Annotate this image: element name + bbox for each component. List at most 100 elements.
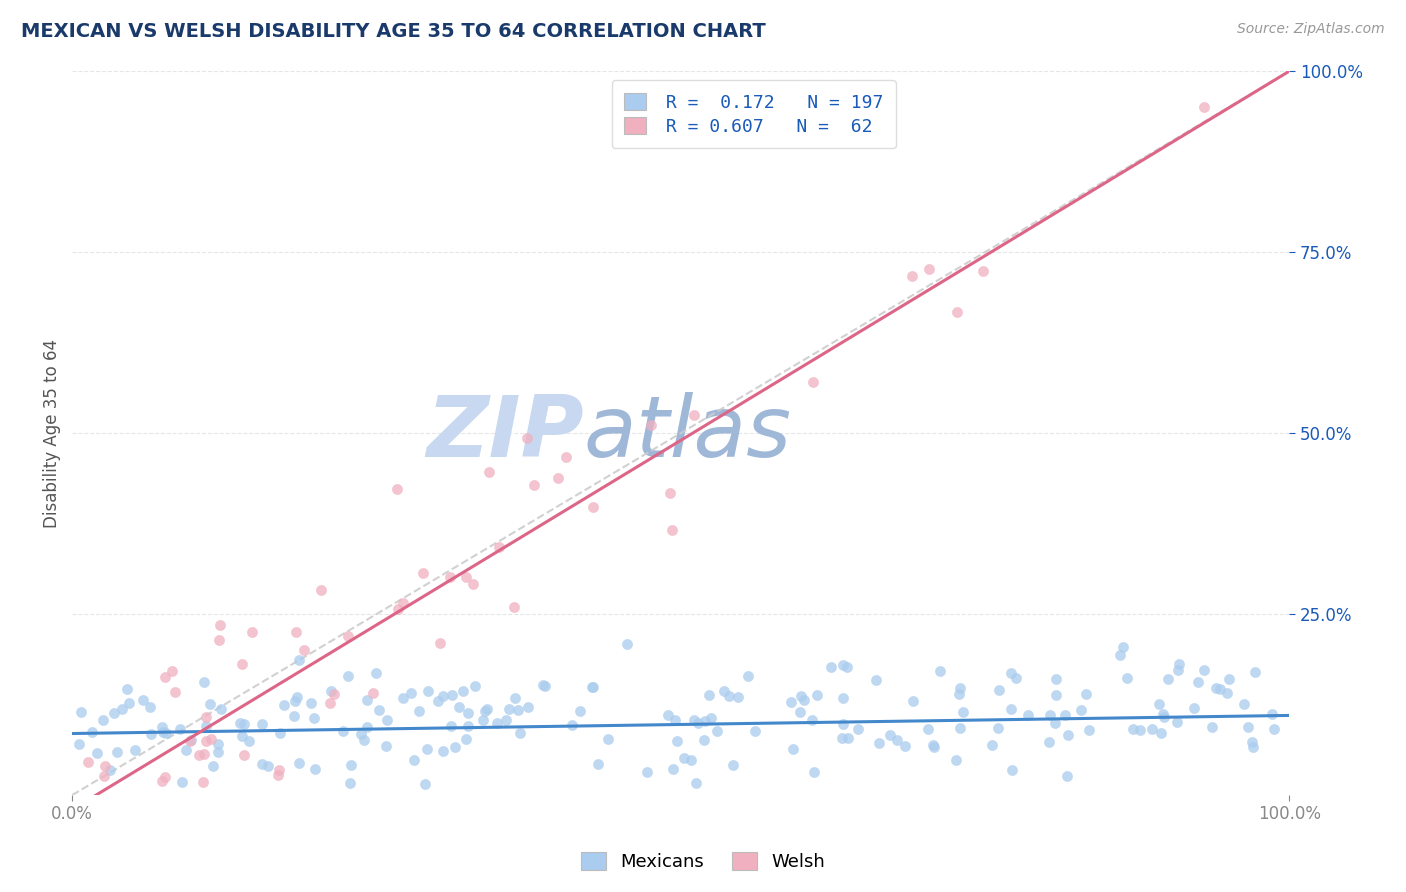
Point bbox=[464, 679, 486, 693]
Point bbox=[195, 719, 218, 733]
Point bbox=[269, 763, 291, 777]
Point bbox=[208, 632, 231, 647]
Point bbox=[356, 693, 378, 707]
Point bbox=[1074, 687, 1097, 701]
Point bbox=[150, 720, 173, 734]
Text: ZIP: ZIP bbox=[426, 392, 583, 475]
Point bbox=[488, 540, 510, 554]
Point bbox=[509, 726, 531, 740]
Point bbox=[69, 705, 91, 719]
Point bbox=[988, 683, 1011, 698]
Point bbox=[152, 724, 174, 739]
Point bbox=[440, 719, 463, 733]
Point bbox=[233, 748, 256, 763]
Point bbox=[73, 824, 96, 838]
Point bbox=[929, 664, 952, 678]
Point bbox=[917, 723, 939, 737]
Point bbox=[209, 617, 232, 632]
Legend:  R =  0.172   N = 197,  R = 0.607   N =  62: R = 0.172 N = 197, R = 0.607 N = 62 bbox=[612, 80, 896, 148]
Point bbox=[82, 824, 104, 838]
Point bbox=[1153, 710, 1175, 724]
Point bbox=[681, 753, 703, 767]
Point bbox=[706, 723, 728, 738]
Point bbox=[124, 743, 146, 757]
Point bbox=[67, 737, 90, 751]
Point bbox=[972, 264, 994, 278]
Point bbox=[744, 723, 766, 738]
Point bbox=[104, 819, 127, 833]
Point bbox=[267, 768, 290, 782]
Point bbox=[673, 751, 696, 765]
Point bbox=[1167, 663, 1189, 677]
Point bbox=[662, 763, 685, 777]
Point bbox=[987, 721, 1010, 735]
Point bbox=[457, 706, 479, 720]
Point bbox=[636, 764, 658, 779]
Point bbox=[193, 747, 215, 761]
Point bbox=[659, 486, 682, 500]
Point bbox=[427, 694, 450, 708]
Point bbox=[209, 702, 232, 716]
Point bbox=[894, 739, 917, 753]
Point bbox=[531, 678, 554, 692]
Point bbox=[180, 732, 202, 747]
Point bbox=[717, 689, 740, 703]
Text: Source: ZipAtlas.com: Source: ZipAtlas.com bbox=[1237, 22, 1385, 37]
Point bbox=[117, 809, 139, 823]
Point bbox=[391, 691, 413, 706]
Point bbox=[1112, 640, 1135, 654]
Point bbox=[451, 684, 474, 698]
Point bbox=[162, 665, 184, 679]
Point bbox=[404, 753, 426, 767]
Point bbox=[508, 702, 530, 716]
Point bbox=[1129, 723, 1152, 737]
Point bbox=[835, 660, 858, 674]
Point bbox=[336, 629, 359, 643]
Point bbox=[581, 680, 603, 694]
Point bbox=[93, 769, 115, 783]
Point bbox=[666, 734, 689, 748]
Point bbox=[91, 714, 114, 728]
Point bbox=[153, 770, 176, 784]
Point bbox=[517, 700, 540, 714]
Point bbox=[361, 686, 384, 700]
Point bbox=[832, 717, 855, 731]
Point bbox=[1218, 673, 1240, 687]
Point bbox=[945, 754, 967, 768]
Point bbox=[138, 699, 160, 714]
Point bbox=[1157, 672, 1180, 686]
Point bbox=[789, 705, 811, 719]
Point bbox=[1263, 723, 1285, 737]
Point bbox=[454, 732, 477, 747]
Point bbox=[1109, 648, 1132, 662]
Point bbox=[640, 418, 662, 433]
Point bbox=[179, 734, 201, 748]
Point bbox=[831, 731, 853, 745]
Point bbox=[721, 758, 744, 772]
Point bbox=[91, 810, 114, 824]
Point bbox=[413, 777, 436, 791]
Point bbox=[1241, 735, 1264, 749]
Point bbox=[1194, 100, 1216, 114]
Point bbox=[339, 775, 361, 789]
Point bbox=[688, 716, 710, 731]
Point bbox=[946, 305, 969, 319]
Point bbox=[581, 500, 603, 514]
Point bbox=[555, 450, 578, 465]
Point bbox=[879, 728, 901, 742]
Point bbox=[478, 465, 501, 479]
Point bbox=[472, 713, 495, 727]
Point bbox=[152, 773, 174, 788]
Point bbox=[432, 744, 454, 758]
Y-axis label: Disability Age 35 to 64: Disability Age 35 to 64 bbox=[44, 339, 60, 527]
Point bbox=[174, 743, 197, 757]
Point bbox=[1241, 739, 1264, 754]
Point bbox=[793, 692, 815, 706]
Point bbox=[516, 431, 538, 445]
Point bbox=[80, 824, 103, 838]
Point bbox=[440, 689, 463, 703]
Point bbox=[318, 696, 340, 710]
Point bbox=[118, 696, 141, 710]
Point bbox=[200, 731, 222, 746]
Point bbox=[534, 679, 557, 693]
